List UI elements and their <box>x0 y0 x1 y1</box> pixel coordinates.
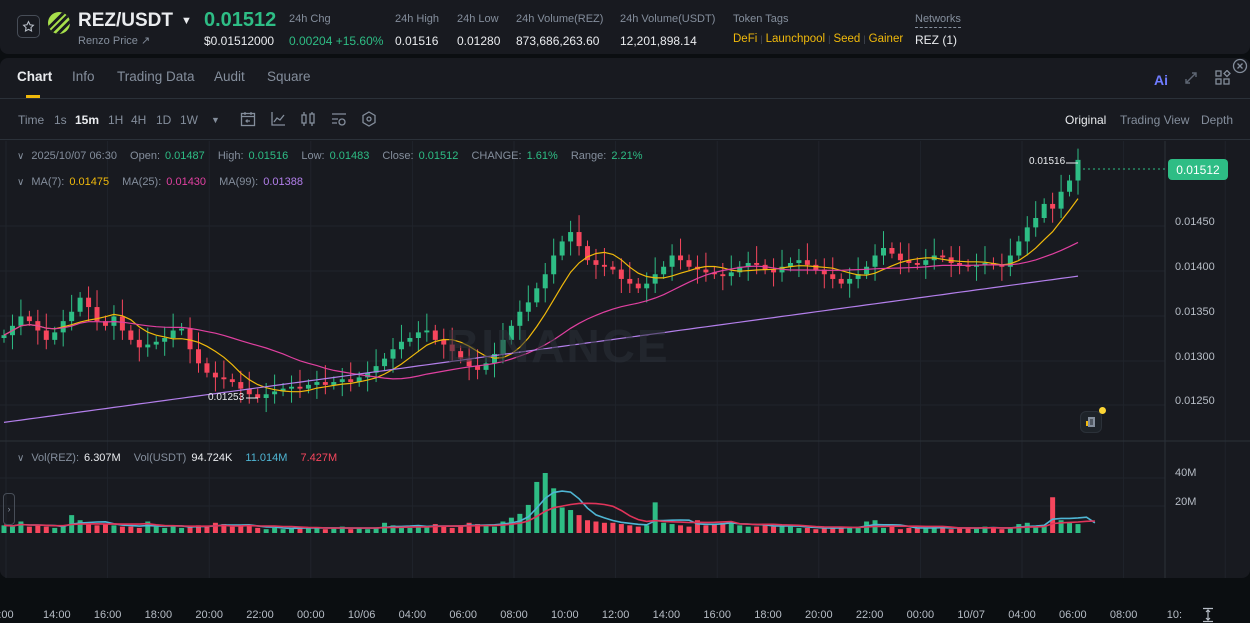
ticker-header: REZ/USDT ▼ Renzo Price ↗ 0.01512 $0.0151… <box>0 0 1250 54</box>
ai-icon[interactable]: Ai <box>1154 72 1168 88</box>
networks[interactable]: Networks REZ (1) <box>915 13 961 47</box>
interval-15m[interactable]: 15m <box>75 113 100 127</box>
candlestick-chart[interactable] <box>0 141 1250 578</box>
stat-24h-change: 24h Chg 0.00204 +15.60% <box>289 13 384 48</box>
active-tab-indicator <box>26 95 40 98</box>
time-tick: 22:00 <box>246 609 274 621</box>
token-tags: Token Tags DeFi | Launchpool | Seed | Gainer <box>733 13 904 45</box>
tab-chart[interactable]: Chart <box>17 69 53 84</box>
time-tick: 14:00 <box>43 609 71 621</box>
interval-1h[interactable]: 1H <box>108 113 124 127</box>
chart-tabs: Chart Info Trading Data Audit Square Ai <box>0 58 1250 99</box>
time-tick: 08:00 <box>500 609 528 621</box>
notification-dot <box>1099 407 1106 414</box>
time-tick: 22:00 <box>855 609 884 621</box>
binance-watermark: BINANCE <box>446 320 670 372</box>
time-label: Time <box>18 113 45 127</box>
time-tick: 06:00 <box>1059 609 1087 621</box>
time-tick: 04:00 <box>398 609 427 621</box>
stat-24h-low: 24h Low 0.01280 <box>457 13 501 48</box>
last-price: 0.01512 <box>204 9 277 31</box>
interval-1w[interactable]: 1W <box>180 113 198 127</box>
volume-tick: 20M <box>1175 496 1197 508</box>
time-tick: 12:00 <box>601 609 630 621</box>
usd-price: $0.01512000 <box>204 34 275 48</box>
interval-1d[interactable]: 1D <box>156 113 172 127</box>
chart-settings-list-icon[interactable] <box>330 110 348 128</box>
price-tick: 0.01350 <box>1175 306 1215 318</box>
interval-4h[interactable]: 4H <box>131 113 147 127</box>
token-price-link[interactable]: Renzo Price ↗ <box>78 35 151 47</box>
collapse-chevron-icon[interactable]: ∨ <box>17 176 25 188</box>
time-tick: 18:00 <box>144 609 173 621</box>
settings-hexagon-icon[interactable] <box>360 110 378 128</box>
tab-trading-data[interactable]: Trading Data <box>117 69 195 84</box>
tag-gainer[interactable]: Gainer <box>868 33 904 45</box>
chart-canvas[interactable]: BINANCE ∨ 2025/10/07 06:30 Open: 0.01487 … <box>0 141 1250 623</box>
time-tick: 10:00 <box>551 609 579 621</box>
caret-down-icon: ▼ <box>181 15 192 27</box>
collapse-chevron-icon[interactable]: ∨ <box>17 452 25 464</box>
time-tick: 00:00 <box>906 609 935 621</box>
notes-button[interactable] <box>1080 407 1106 433</box>
time-tick: :00 <box>0 609 14 621</box>
widgets-icon[interactable] <box>1215 70 1231 86</box>
notes-icon <box>1086 417 1095 427</box>
candle-type-icon[interactable] <box>299 110 317 128</box>
tag-launchpool[interactable]: Launchpool <box>765 33 826 45</box>
time-tick: 14:00 <box>652 609 681 621</box>
chart-toolbar: Time 1s 15m 1H 4H 1D 1W ▼ Original Tradi… <box>0 100 1250 140</box>
tab-audit[interactable]: Audit <box>214 69 245 84</box>
interval-more-dropdown[interactable]: ▼ <box>211 115 220 125</box>
time-tick: 08:00 <box>1109 609 1138 621</box>
panel-toggle-button[interactable]: › <box>3 493 15 525</box>
time-tick: 04:00 <box>1008 609 1036 621</box>
ohlc-legend: ∨ 2025/10/07 06:30 Open: 0.01487 High: 0.0… <box>17 150 643 162</box>
interval-1s[interactable]: 1s <box>54 113 67 127</box>
rez-token-logo <box>48 12 70 34</box>
chart-panel: Chart Info Trading Data Audit Square Ai … <box>0 58 1250 623</box>
price-tick: 0.01450 <box>1175 216 1215 228</box>
tag-seed[interactable]: Seed <box>833 33 861 45</box>
time-tick: 06:00 <box>449 609 477 621</box>
auto-scale-icon[interactable] <box>1200 607 1216 623</box>
calendar-icon[interactable] <box>239 110 257 128</box>
collapse-chevron-icon[interactable]: ∨ <box>17 150 25 162</box>
pair-name: REZ/USDT <box>78 10 173 31</box>
expand-icon[interactable] <box>1184 71 1198 85</box>
price-tick: 0.01300 <box>1175 351 1215 363</box>
time-tick: 00:00 <box>297 609 325 621</box>
low-marker: 0.01253 <box>208 392 245 403</box>
time-tick: 20:00 <box>195 609 223 621</box>
volume-tick: 40M <box>1175 467 1197 479</box>
time-tick: 16:00 <box>703 609 731 621</box>
favorite-button[interactable] <box>17 15 40 38</box>
close-icon[interactable] <box>1232 58 1248 74</box>
view-original[interactable]: Original <box>1065 113 1107 127</box>
star-icon <box>22 20 35 33</box>
time-tick: 10/07 <box>957 609 985 621</box>
pair-selector[interactable]: REZ/USDT ▼ <box>78 10 192 32</box>
view-trading-view[interactable]: Trading View <box>1120 113 1190 127</box>
tab-square[interactable]: Square <box>267 69 311 84</box>
current-price-tag: 0.01512 <box>1168 159 1228 180</box>
view-depth[interactable]: Depth <box>1201 113 1234 127</box>
time-tick: 20:00 <box>805 609 833 621</box>
high-marker: 0.01516 <box>1029 156 1066 167</box>
indicator-chart-icon[interactable] <box>269 110 287 128</box>
time-tick: 10: <box>1166 609 1183 621</box>
ma-legend: ∨ MA(7): 0.01475 MA(25): 0.01430 MA(99): 0.… <box>17 176 303 188</box>
time-tick: 16:00 <box>93 609 122 621</box>
volume-legend: ∨ Vol(REZ): 6.307M Vol(USDT) 94.724K 11.01… <box>17 452 338 464</box>
time-tick: 18:00 <box>754 609 782 621</box>
stat-24h-high: 24h High 0.01516 <box>395 13 440 48</box>
stat-24h-volume-rez: 24h Volume(REZ) 873,686,263.60 <box>516 13 604 48</box>
price-tick: 0.01250 <box>1175 395 1215 407</box>
tag-defi[interactable]: DeFi <box>733 33 758 45</box>
time-tick: 10/06 <box>347 609 376 621</box>
price-tick: 0.01400 <box>1175 261 1215 273</box>
tab-info[interactable]: Info <box>72 69 95 84</box>
stat-24h-volume-usdt: 24h Volume(USDT) 12,201,898.14 <box>620 13 716 48</box>
